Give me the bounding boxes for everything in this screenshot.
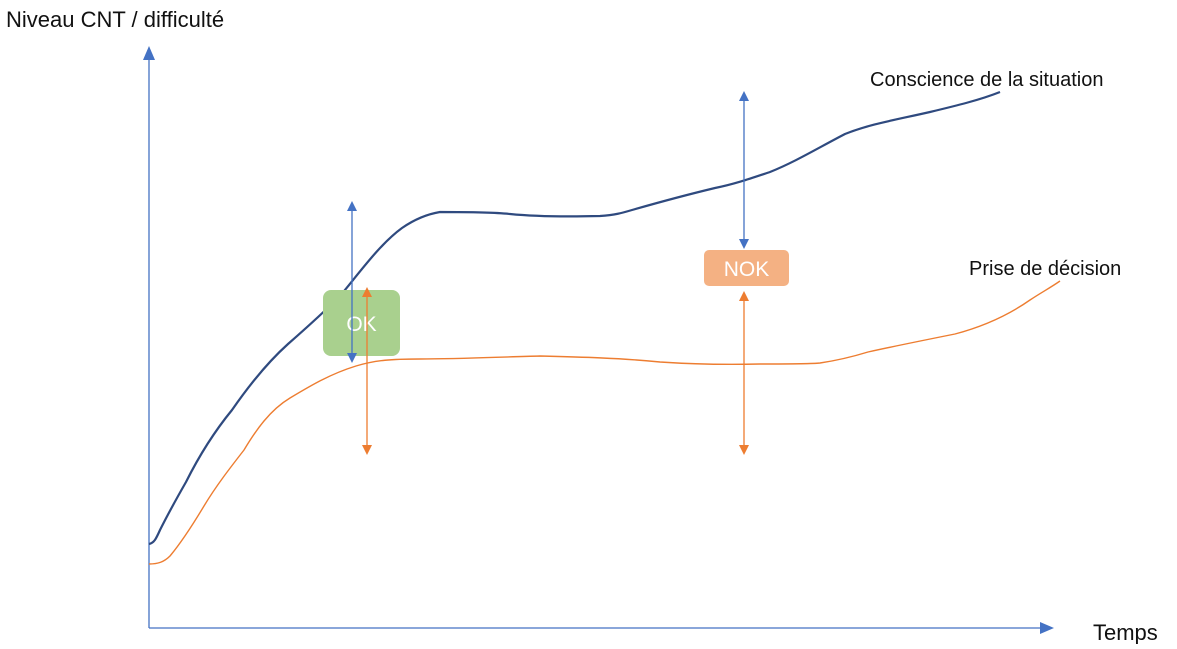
ok-badge [323,290,400,356]
nok-badge-label: NOK [724,258,770,281]
situation-awareness-curve [148,90,1001,546]
situation-awareness-label: Conscience de la situation [870,69,1103,91]
y-axis-title: Niveau CNT / difficulté [6,7,224,32]
x-axis-arrowhead [1040,622,1054,634]
y-axis-arrowhead [143,46,155,60]
nok-badge [704,250,789,286]
ok-badge-label: OK [346,313,376,336]
decision-making-curve [148,280,1061,565]
decision-making-label: Prise de décision [969,258,1121,280]
x-axis-title: Temps [1093,620,1158,644]
